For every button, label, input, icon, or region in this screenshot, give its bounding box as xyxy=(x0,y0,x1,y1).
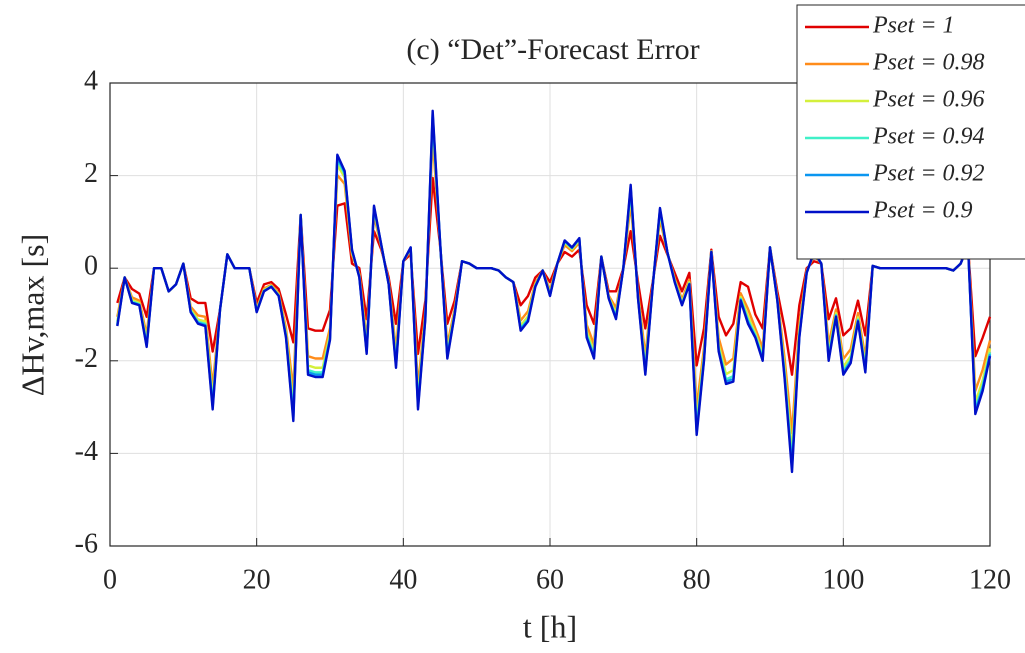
y-tick-label: -2 xyxy=(75,343,98,374)
x-tick-label: 20 xyxy=(243,564,271,595)
legend-label: Pset = 0.96 xyxy=(872,87,985,113)
legend-label: Pset = 0.98 xyxy=(872,50,985,76)
x-axis-label: t [h] xyxy=(523,608,577,644)
series-line xyxy=(116,109,992,474)
x-tick-label: 80 xyxy=(683,564,711,595)
legend-label: Pset = 0.94 xyxy=(872,124,985,150)
chart-title: (c) “Det”-Forecast Error xyxy=(406,33,699,66)
x-tick-label: 100 xyxy=(822,564,864,595)
y-tick-label: -4 xyxy=(75,436,98,467)
axes-box xyxy=(109,82,991,547)
legend-box xyxy=(796,4,1025,260)
legend-label: Pset = 1 xyxy=(872,13,955,39)
x-tick-label: 60 xyxy=(536,564,564,595)
y-tick-label: -6 xyxy=(75,528,98,559)
y-tick-label: 2 xyxy=(84,158,98,189)
y-tick-label: 0 xyxy=(84,251,98,282)
y-axis-label: ΔHv,max [s] xyxy=(14,234,50,396)
x-tick-label: 40 xyxy=(389,564,417,595)
y-tick-label: 4 xyxy=(84,65,98,96)
legend-label: Pset = 0.92 xyxy=(872,161,985,187)
x-tick-label: 0 xyxy=(103,564,117,595)
x-tick-label: 120 xyxy=(969,564,1011,595)
legend-label: Pset = 0.9 xyxy=(872,198,973,224)
